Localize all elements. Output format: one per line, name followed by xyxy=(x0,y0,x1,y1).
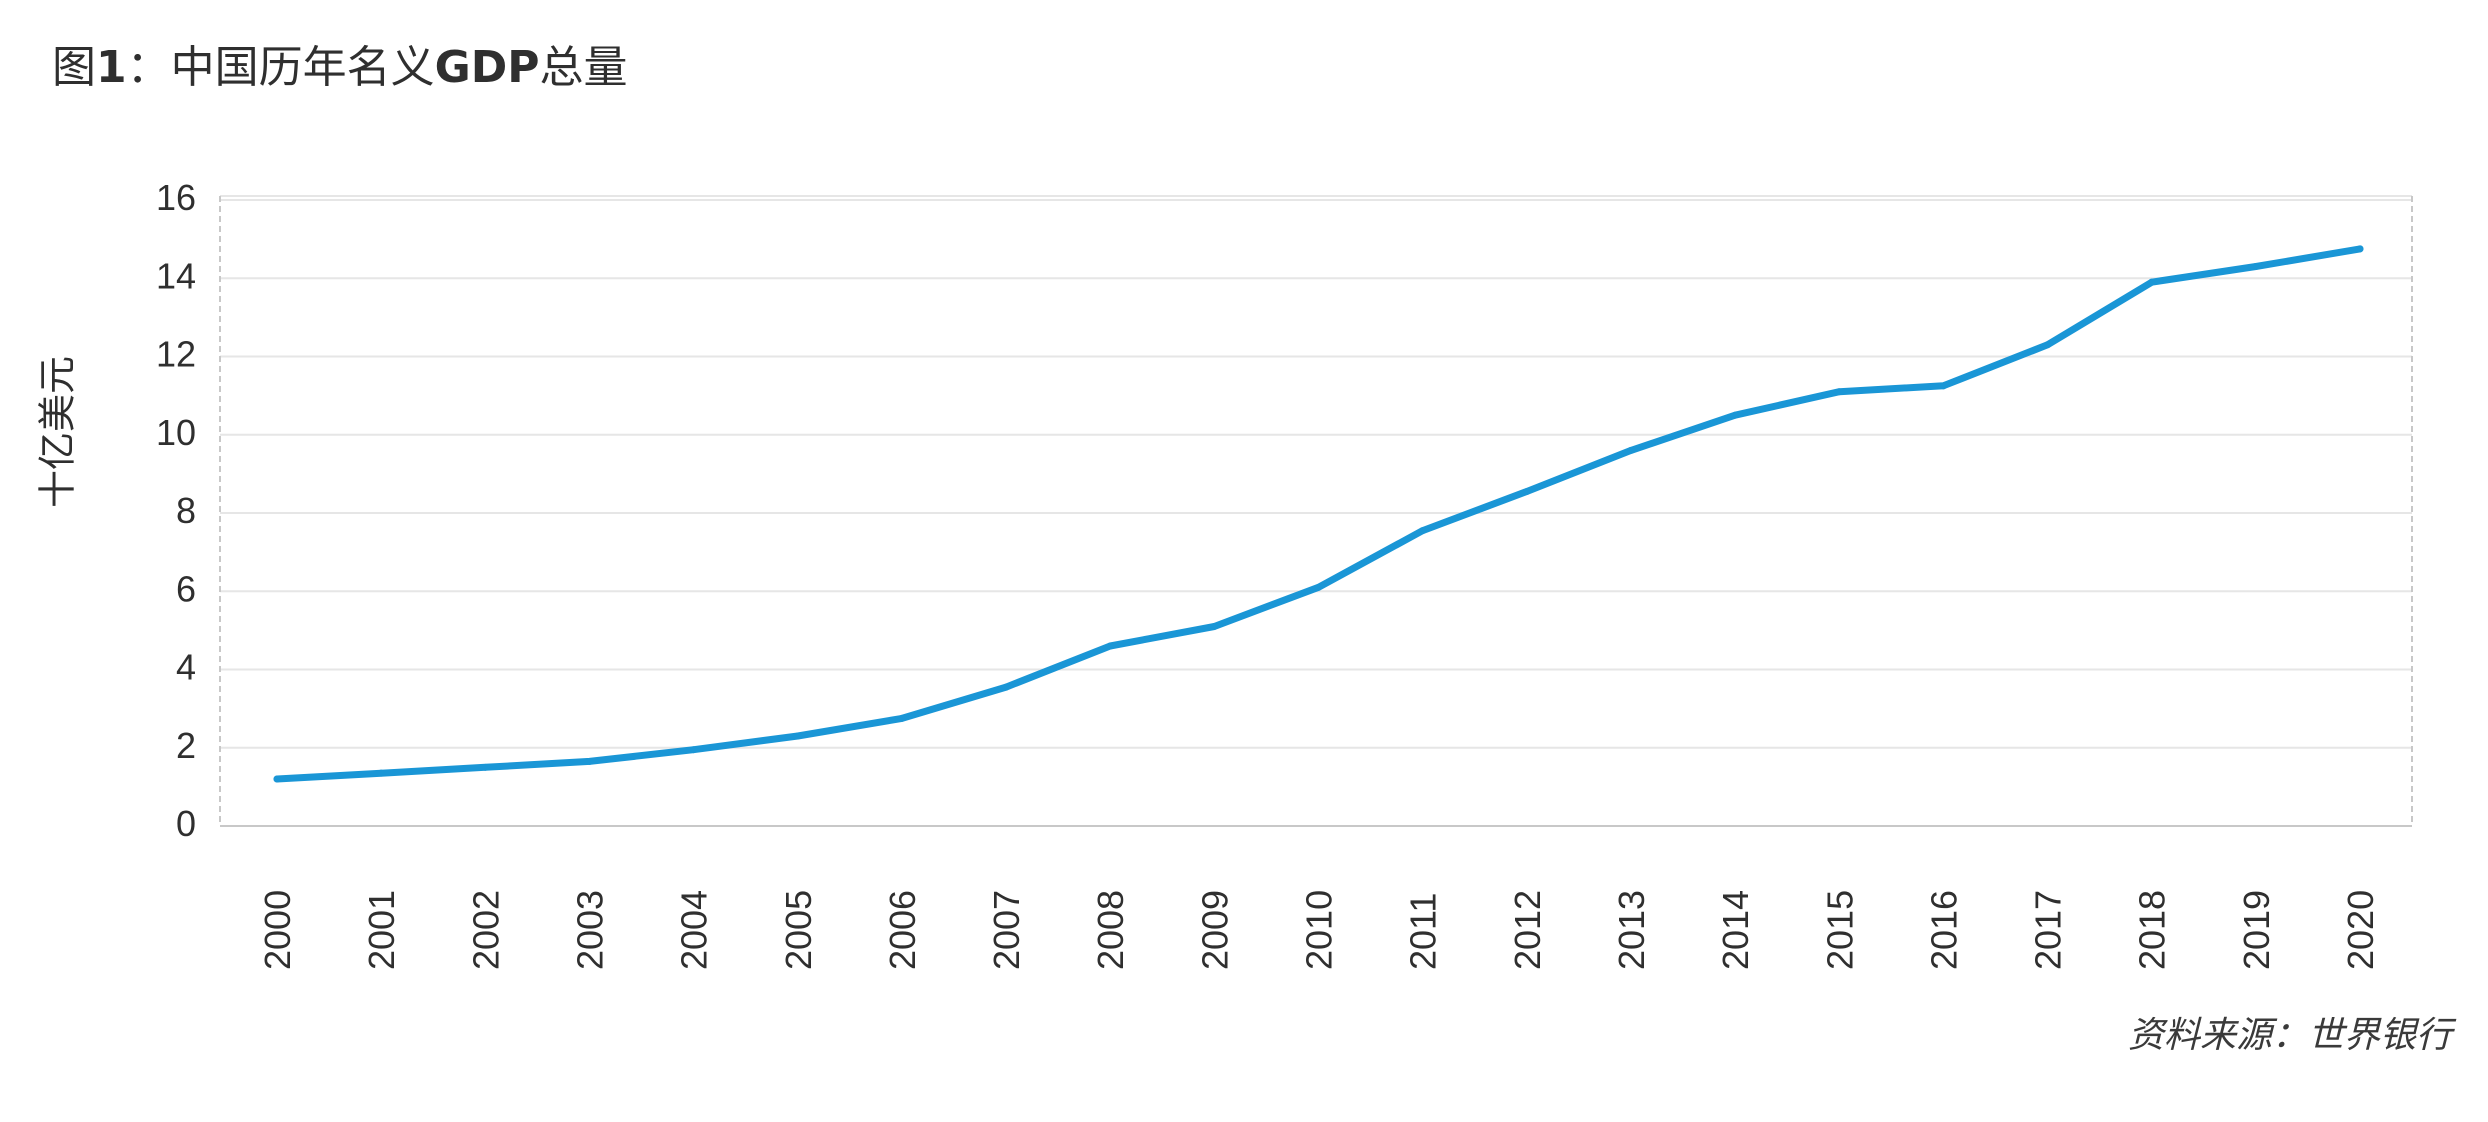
data-point-2005 xyxy=(794,732,802,740)
y-tick-label-10: 10 xyxy=(156,412,196,453)
x-tick-label-2019: 2019 xyxy=(2236,890,2277,970)
data-point-2016 xyxy=(1939,382,1947,390)
x-tick-label-2000: 2000 xyxy=(257,890,298,970)
data-point-2003 xyxy=(585,757,593,765)
x-tick-label-2012: 2012 xyxy=(1507,890,1548,970)
x-tick-label-2006: 2006 xyxy=(882,890,923,970)
title-suffix: 总量 xyxy=(539,42,628,93)
data-point-2012 xyxy=(1523,487,1531,495)
title-bold: GDP xyxy=(434,42,540,93)
data-point-2011 xyxy=(1419,527,1427,535)
y-tick-labels: 0 2 4 6 8 10 12 14 16 xyxy=(156,177,196,844)
data-point-2017 xyxy=(2044,341,2052,349)
data-point-2010 xyxy=(1315,583,1322,591)
x-tick-label-2018: 2018 xyxy=(2132,890,2173,970)
data-point-2018 xyxy=(2148,278,2156,286)
data-point-2000 xyxy=(273,775,281,783)
y-tick-label-6: 6 xyxy=(176,568,196,609)
x-tick-label-2004: 2004 xyxy=(674,890,715,970)
axis-layer xyxy=(219,195,2413,827)
x-tick-label-2009: 2009 xyxy=(1194,890,1235,970)
data-point-2004 xyxy=(690,746,698,754)
data-point-2007 xyxy=(1002,683,1010,691)
x-tick-labels: 2000 2001 2002 2003 2004 2005 2006 2007 2008 2009… xyxy=(257,890,2381,970)
data-point-2013 xyxy=(1627,446,1635,454)
data-point-2001 xyxy=(377,769,385,777)
title-number: 1 xyxy=(96,42,127,93)
y-tick-label-16: 16 xyxy=(156,177,196,218)
y-tick-label-4: 4 xyxy=(176,647,196,688)
x-tick-label-2015: 2015 xyxy=(1819,890,1860,970)
x-tick-label-2013: 2013 xyxy=(1611,890,1652,970)
x-tick-label-2010: 2010 xyxy=(1299,890,1340,970)
y-tick-label-0: 0 xyxy=(176,803,196,844)
data-point-2014 xyxy=(1731,411,1739,419)
data-point-2020 xyxy=(2356,245,2364,253)
title-text: ：中国历年名义 xyxy=(126,42,435,93)
grid-layer xyxy=(220,199,2412,749)
data-point-2008 xyxy=(1106,642,1114,650)
x-tick-label-2014: 2014 xyxy=(1715,890,1756,970)
x-tick-label-2011: 2011 xyxy=(1403,893,1444,970)
x-tick-label-2002: 2002 xyxy=(465,890,506,970)
x-tick-label-2008: 2008 xyxy=(1090,890,1131,970)
title-prefix: 图 xyxy=(52,42,96,93)
x-tick-label-2003: 2003 xyxy=(569,890,610,970)
source-note: 资料来源：世界银行 xyxy=(2127,1015,2452,1056)
y-tick-label-12: 12 xyxy=(156,334,196,375)
y-tick-label-14: 14 xyxy=(156,255,196,296)
data-point-2019 xyxy=(2252,263,2260,271)
series-layer xyxy=(273,245,2364,783)
data-point-2006 xyxy=(898,714,906,722)
data-point-2009 xyxy=(1210,622,1218,630)
data-point-2002 xyxy=(481,763,489,771)
x-tick-label-2017: 2017 xyxy=(2028,890,2069,970)
x-tick-label-2020: 2020 xyxy=(2340,890,2381,970)
x-tick-label-2007: 2007 xyxy=(986,890,1027,970)
x-tick-label-2005: 2005 xyxy=(778,890,819,970)
y-tick-label-8: 8 xyxy=(176,490,196,531)
data-point-2015 xyxy=(1835,388,1843,396)
x-tick-label-2016: 2016 xyxy=(1923,890,1964,970)
chart-title: 图1：中国历年名义GDP总量 xyxy=(52,38,628,98)
x-tick-label-2001: 2001 xyxy=(361,890,402,970)
y-tick-label-2: 2 xyxy=(176,725,196,766)
